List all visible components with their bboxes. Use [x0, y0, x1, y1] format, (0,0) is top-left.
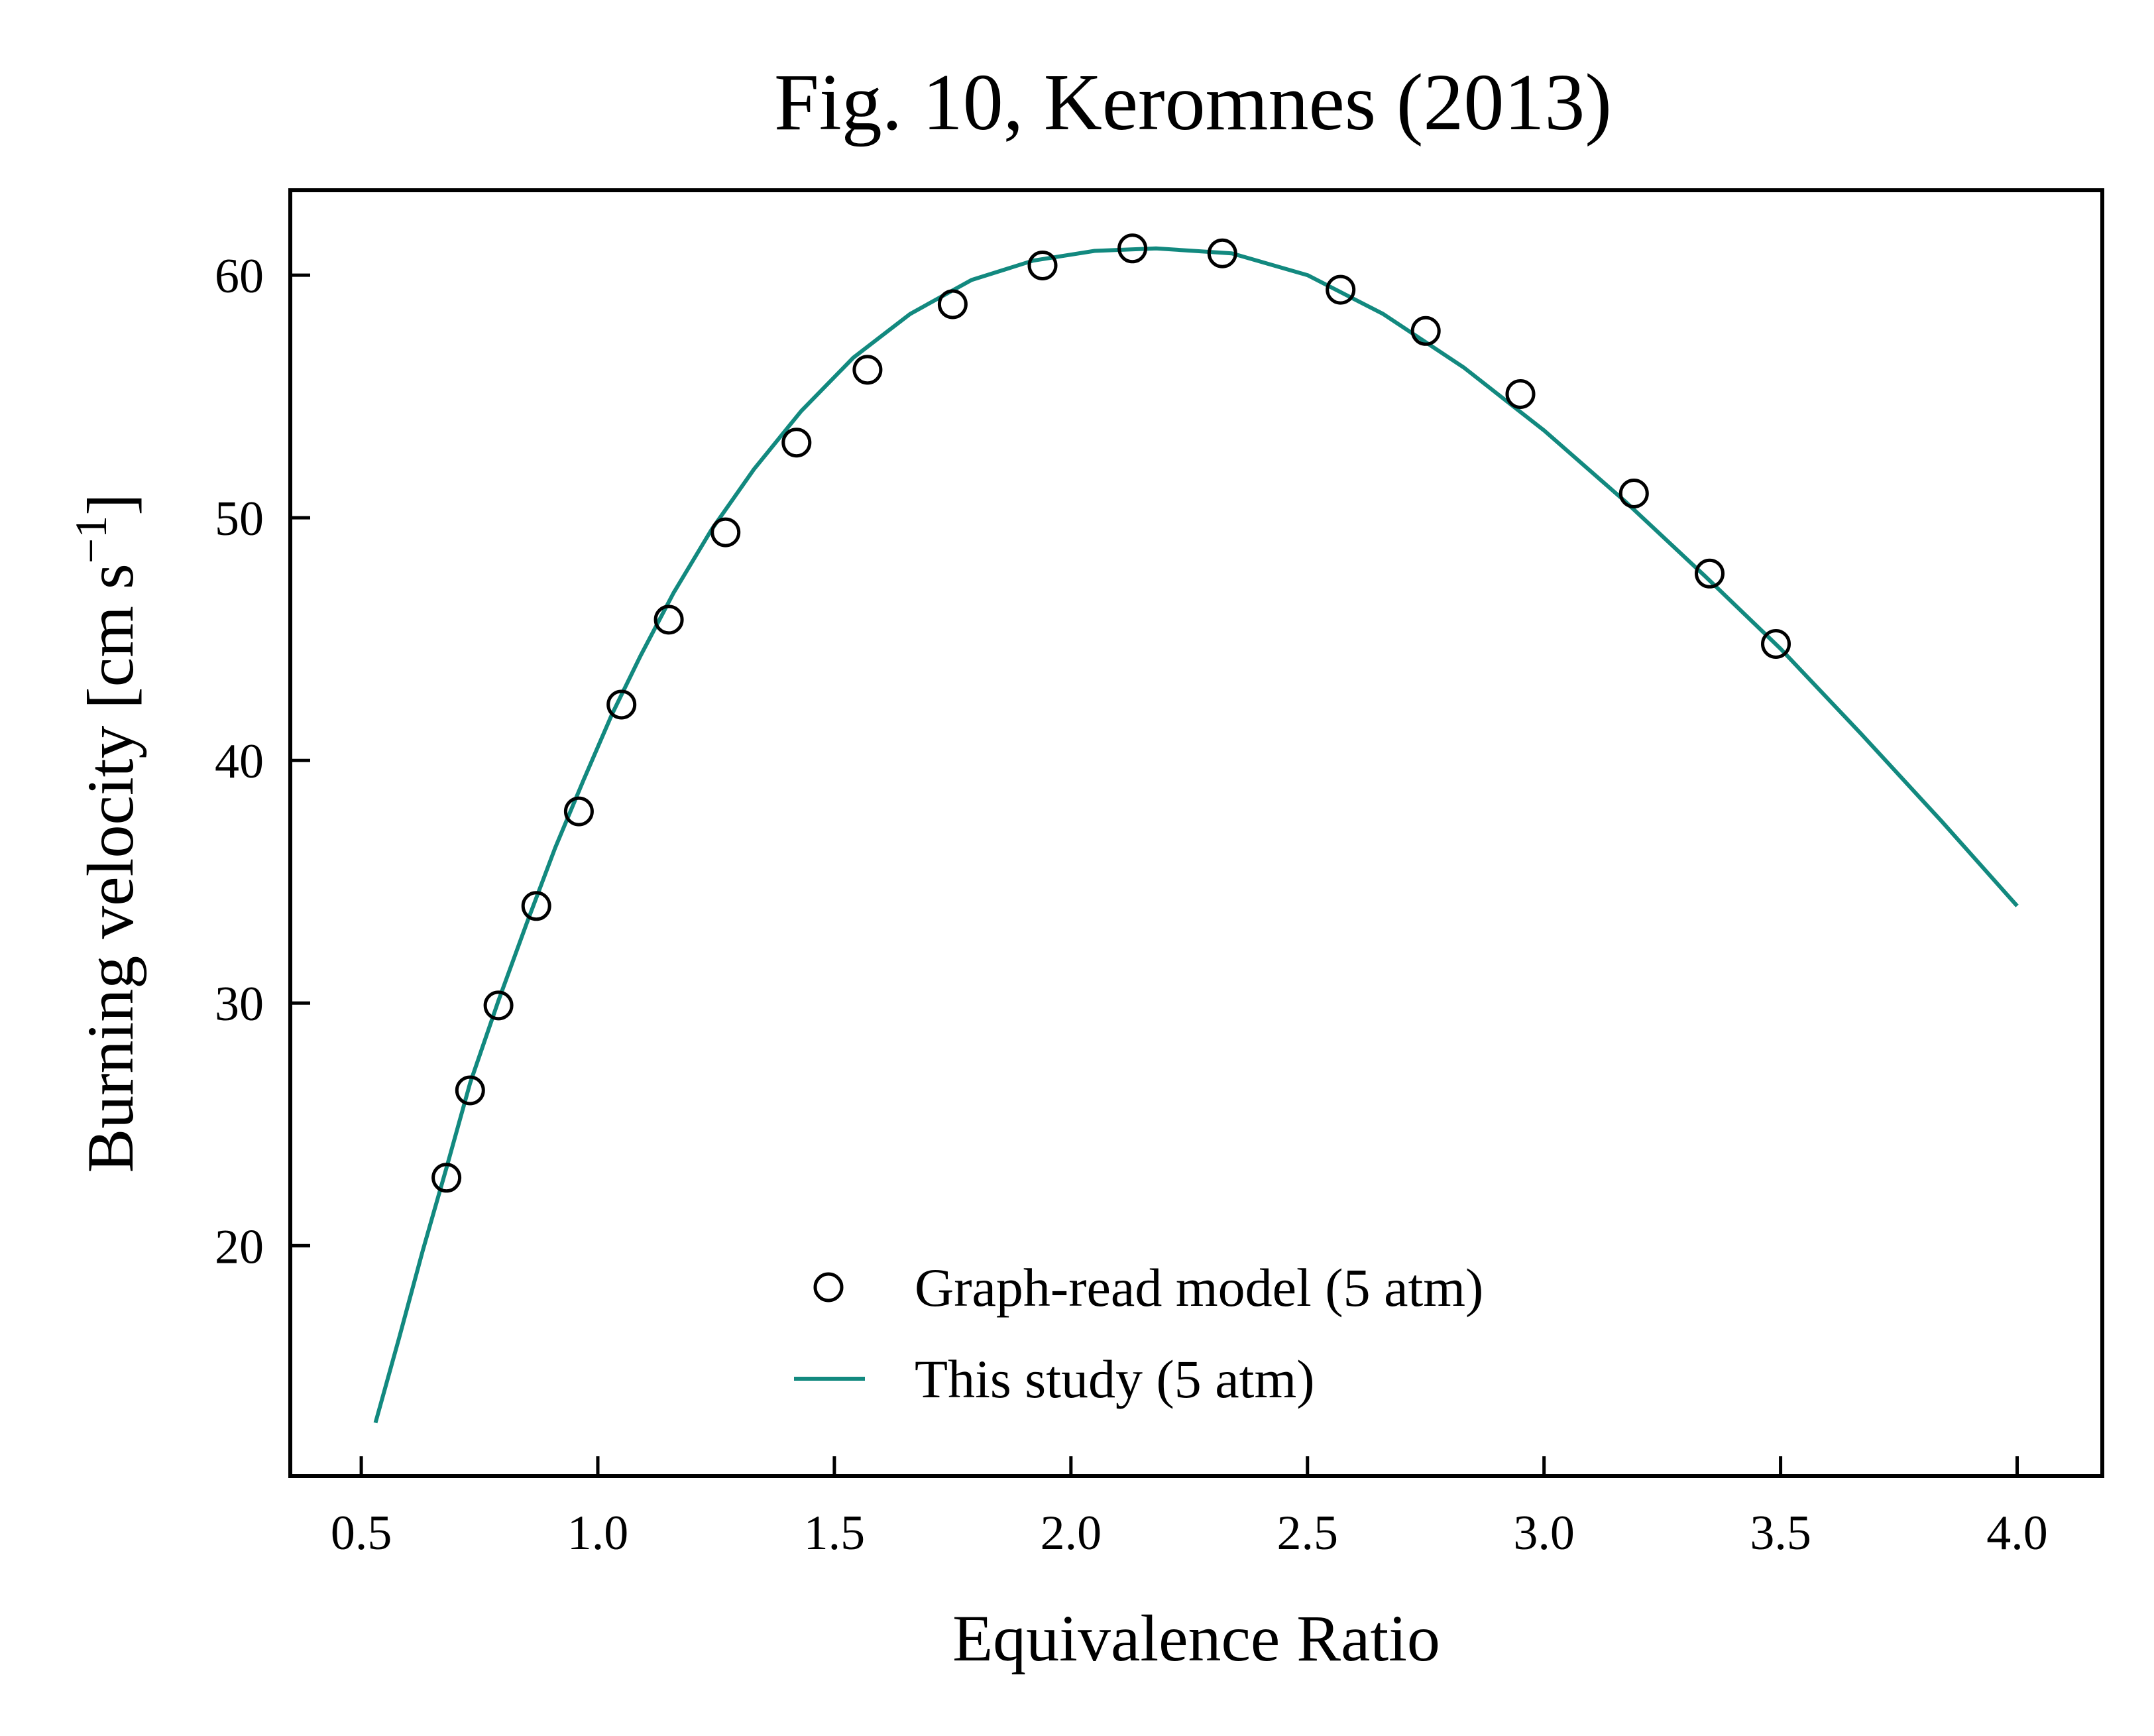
legend: Graph-read model (5 atm) This study (5 a… [794, 1257, 1483, 1409]
legend-label-this-study: This study (5 atm) [915, 1349, 1315, 1409]
data-point-marker [1207, 238, 1237, 268]
data-point-marker [710, 517, 741, 548]
data-point-marker [1505, 379, 1536, 409]
series-line-this-study [373, 246, 2019, 1424]
data-point-marker [431, 1163, 462, 1193]
data-point-marker [852, 355, 883, 385]
legend-label-graph-read: Graph-read model (5 atm) [915, 1257, 1483, 1318]
data-point-marker [1695, 558, 1725, 589]
y-tick-label: 60 [215, 249, 264, 304]
x-tick-label: 4.0 [1986, 1506, 2048, 1560]
legend-marker-circle [813, 1272, 844, 1302]
x-tick-label: 2.0 [1041, 1506, 1102, 1560]
data-point-marker [483, 990, 514, 1021]
data-point-marker [653, 605, 684, 635]
y-tick-label: 40 [215, 734, 264, 789]
data-point-marker [1027, 251, 1058, 280]
data-point-marker [521, 891, 551, 921]
y-tick-label: 30 [215, 977, 264, 1031]
y-axis-label-superscript: −1 [66, 516, 116, 563]
x-tick-label: 3.5 [1750, 1506, 1811, 1560]
x-tick-label: 2.5 [1277, 1506, 1339, 1560]
data-point-marker [937, 289, 968, 319]
y-axis-label-main: Burning velocity [cm s [74, 563, 147, 1173]
plot-area-frame [288, 188, 2104, 1478]
y-axis-label: Burning velocity [cm s−1] [66, 494, 147, 1173]
y-ticks: 20 30 40 50 60 [215, 249, 310, 1274]
series-markers-graph-read [431, 233, 1791, 1193]
data-point-marker [1326, 274, 1356, 305]
x-axis-label: Equivalence Ratio [952, 1601, 1440, 1675]
data-point-marker [1761, 629, 1791, 659]
data-point-marker [455, 1075, 485, 1106]
data-point-marker [606, 689, 637, 720]
data-point-marker [1618, 479, 1649, 508]
y-axis-label-close: ] [74, 494, 147, 516]
y-tick-label: 20 [215, 1220, 264, 1274]
x-tick-label: 0.5 [331, 1506, 392, 1560]
x-tick-label: 1.0 [567, 1506, 629, 1560]
data-point-marker [1410, 316, 1441, 346]
x-tick-label: 3.0 [1513, 1506, 1575, 1560]
data-point-marker [563, 796, 594, 827]
x-ticks: 0.5 1.0 1.5 2.0 2.5 3.0 3.5 4.0 [331, 1456, 2048, 1560]
data-point-marker [1117, 233, 1148, 264]
chart-title: Fig. 10, Keromnes (2013) [774, 58, 1612, 147]
y-tick-label: 50 [215, 492, 264, 546]
data-point-marker [781, 428, 812, 458]
x-tick-label: 1.5 [804, 1506, 866, 1560]
